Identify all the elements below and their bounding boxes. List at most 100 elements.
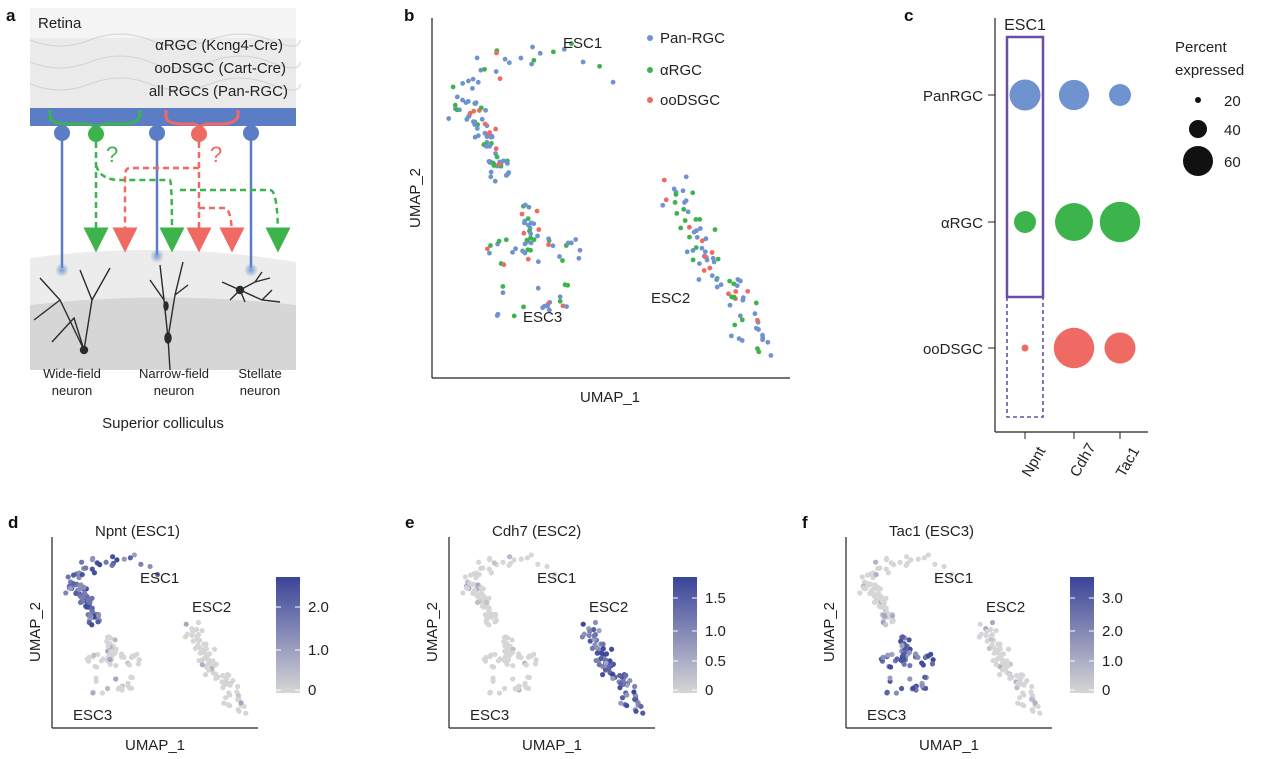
f-point — [997, 646, 1003, 652]
d-point — [227, 702, 233, 709]
oodsgc-line-label: ooDSGC (Cart-Cre) — [154, 60, 286, 77]
e-point — [631, 689, 637, 695]
b-point — [699, 245, 705, 251]
e-point — [599, 672, 606, 678]
d-point — [112, 649, 118, 656]
c-row-panrgc: PanRGC — [923, 88, 983, 105]
d-point — [194, 626, 200, 633]
f-point — [864, 580, 871, 587]
e-point — [522, 683, 528, 689]
b-point — [522, 202, 528, 208]
f-cb-tick-label: 1.0 — [1102, 653, 1123, 670]
d-point — [121, 556, 127, 562]
b-point — [727, 278, 733, 284]
d-point — [194, 632, 201, 639]
f-point — [984, 628, 990, 635]
e-point — [603, 651, 610, 657]
b-point — [467, 110, 473, 116]
f-point — [1006, 672, 1013, 678]
f-point — [983, 632, 989, 639]
e-point — [632, 683, 638, 690]
b-point — [573, 237, 579, 242]
d-point — [87, 612, 94, 619]
f-point — [875, 584, 881, 591]
pan-rgc-line-label: all RGCs (Pan-RGC) — [149, 83, 288, 100]
f-point — [859, 574, 865, 580]
f-point — [999, 667, 1006, 673]
b-point — [745, 288, 751, 294]
f-point — [908, 557, 914, 563]
d-point — [70, 580, 77, 587]
c-box-label: ESC1 — [1004, 17, 1046, 34]
e-point — [524, 555, 530, 561]
b-point — [542, 303, 547, 309]
e-point — [602, 667, 609, 673]
e-point — [525, 674, 531, 680]
f-point — [906, 649, 912, 656]
e-point — [476, 571, 482, 578]
e-point — [609, 672, 616, 678]
panel-d-title: Npnt (ESC1) — [95, 523, 180, 540]
f-point — [996, 672, 1003, 678]
b-point — [500, 290, 506, 296]
e-point — [510, 676, 516, 682]
e-label-esc2: ESC2 — [589, 599, 628, 616]
b-point — [460, 97, 465, 103]
d-point — [190, 628, 196, 635]
d-point — [105, 643, 111, 649]
e-point — [632, 696, 638, 702]
f-point — [989, 642, 995, 648]
f-point — [898, 685, 905, 692]
f-point — [923, 685, 929, 691]
f-point — [883, 605, 889, 611]
e-point — [513, 685, 519, 691]
b-point — [487, 250, 492, 256]
b-point — [709, 273, 715, 279]
f-point — [867, 590, 873, 596]
question-mark-red: ? — [210, 142, 222, 167]
b-point — [546, 307, 552, 313]
f-x-axis-label: UMAP_1 — [919, 737, 979, 754]
b-point — [494, 313, 500, 319]
b-point — [683, 174, 689, 180]
b-point — [525, 247, 531, 253]
d-point — [83, 565, 89, 571]
e-label-esc3: ESC3 — [470, 707, 509, 724]
d-point — [70, 572, 77, 578]
b-point — [737, 313, 743, 319]
e-point — [506, 562, 512, 568]
b-point — [535, 259, 541, 265]
d-point — [183, 621, 189, 627]
f-point — [1029, 696, 1035, 702]
f-point — [988, 626, 994, 633]
e-point — [638, 703, 644, 710]
e-point — [483, 599, 490, 606]
e-point — [592, 642, 598, 648]
panel-letter-f: f — [802, 513, 808, 532]
d-point — [112, 637, 118, 643]
d-point — [79, 571, 85, 578]
f-point — [873, 559, 879, 565]
b-legend-marker-pan — [647, 35, 653, 41]
c-legend-40: 40 — [1224, 122, 1241, 139]
f-point — [915, 556, 921, 562]
b-point — [496, 161, 502, 167]
e-point — [491, 560, 497, 566]
d-point — [89, 605, 95, 611]
d-point — [128, 674, 134, 680]
f-point — [995, 655, 1001, 662]
e-point — [486, 557, 493, 563]
neuron-label-wide-1: Wide-field — [43, 366, 101, 381]
e-point — [488, 570, 495, 576]
e-point — [474, 599, 481, 606]
b-point — [580, 59, 586, 65]
b-point — [525, 216, 531, 222]
neuron-label-stellate-1: Stellate — [238, 366, 281, 381]
d-cb-tick-label: 2.0 — [308, 599, 329, 616]
b-point — [560, 303, 566, 309]
e-point — [623, 672, 629, 678]
b-point — [493, 69, 499, 74]
e-point — [484, 612, 491, 619]
b-point — [525, 256, 531, 262]
f-point — [899, 643, 905, 649]
